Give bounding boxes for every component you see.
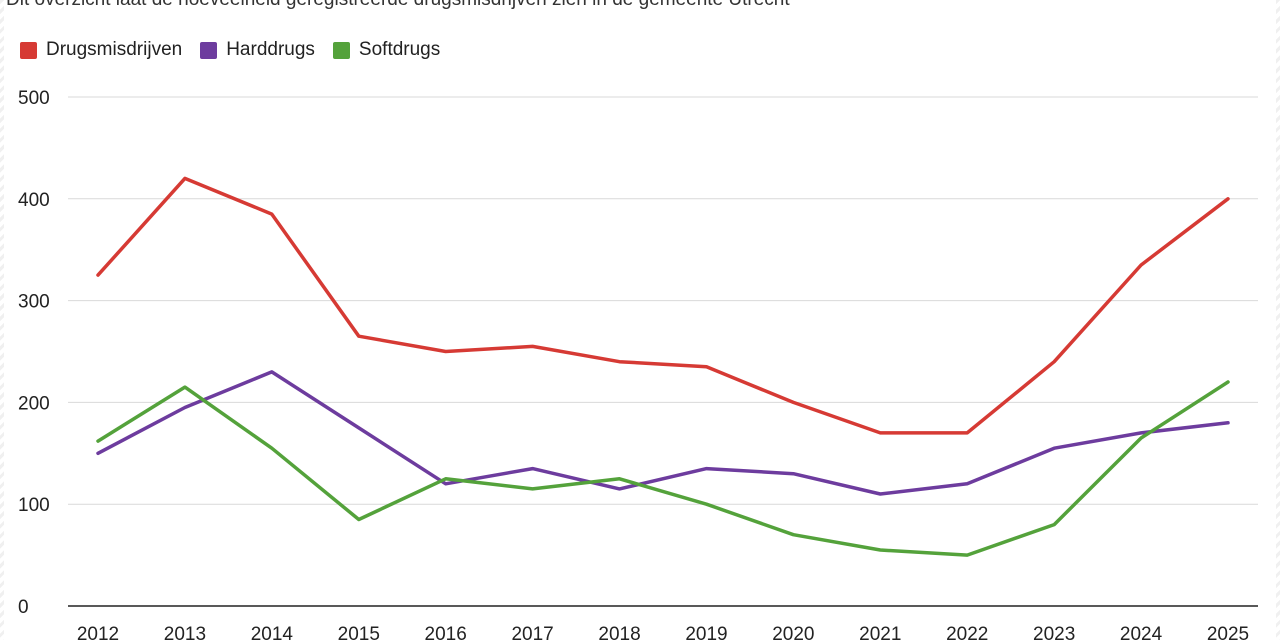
x-tick-label-2023: 2023 <box>1033 624 1075 640</box>
x-tick-label-2024: 2024 <box>1120 624 1163 640</box>
x-tick-label-2021: 2021 <box>859 624 901 640</box>
series-line-drugsmisdrijven <box>96 176 1230 435</box>
legend-swatch-drugsmisdrijven <box>20 41 37 59</box>
legend-swatch-softdrugs <box>332 41 350 59</box>
legend-label-drugsmisdrijven: Drugsmisdrijven <box>46 39 183 60</box>
y-tick-label-500: 500 <box>18 88 50 109</box>
y-tick-label-400: 400 <box>18 190 50 211</box>
frame-edge-left <box>0 0 4 640</box>
frame-edge-right <box>1276 0 1280 640</box>
y-tick-label-300: 300 <box>18 292 50 313</box>
x-tick-label-2018: 2018 <box>598 624 640 640</box>
chart-subtitle: Dit overzicht laat de hoeveelheid geregi… <box>6 0 790 11</box>
x-tick-label-2025: 2025 <box>1207 624 1249 640</box>
series-line-harddrugs <box>96 370 1230 496</box>
series-line-softdrugs <box>96 380 1230 557</box>
x-tick-label-2016: 2016 <box>425 624 467 640</box>
chart-legend: Drugsmisdrijven Harddrugs Softdrugs <box>20 37 440 63</box>
x-tick-label-2014: 2014 <box>251 624 294 640</box>
x-tick-label-2020: 2020 <box>772 624 814 640</box>
legend-swatch-harddrugs <box>200 41 218 59</box>
legend-label-harddrugs: Harddrugs <box>226 39 315 60</box>
x-tick-label-2013: 2013 <box>164 624 206 640</box>
x-tick-label-2017: 2017 <box>511 624 553 640</box>
legend-item-harddrugs[interactable]: Harddrugs <box>200 39 315 61</box>
legend-item-drugsmisdrijven[interactable]: Drugsmisdrijven <box>20 39 182 61</box>
legend-item-softdrugs[interactable]: Softdrugs <box>332 39 441 61</box>
x-tick-label-2022: 2022 <box>946 624 988 640</box>
legend-label-softdrugs: Softdrugs <box>358 39 441 60</box>
x-tick-label-2015: 2015 <box>338 624 380 640</box>
y-tick-label-0: 0 <box>18 597 29 618</box>
y-tick-label-100: 100 <box>18 495 50 516</box>
y-tick-label-200: 200 <box>18 393 50 414</box>
x-tick-label-2019: 2019 <box>685 624 727 640</box>
x-tick-label-2012: 2012 <box>77 624 119 640</box>
